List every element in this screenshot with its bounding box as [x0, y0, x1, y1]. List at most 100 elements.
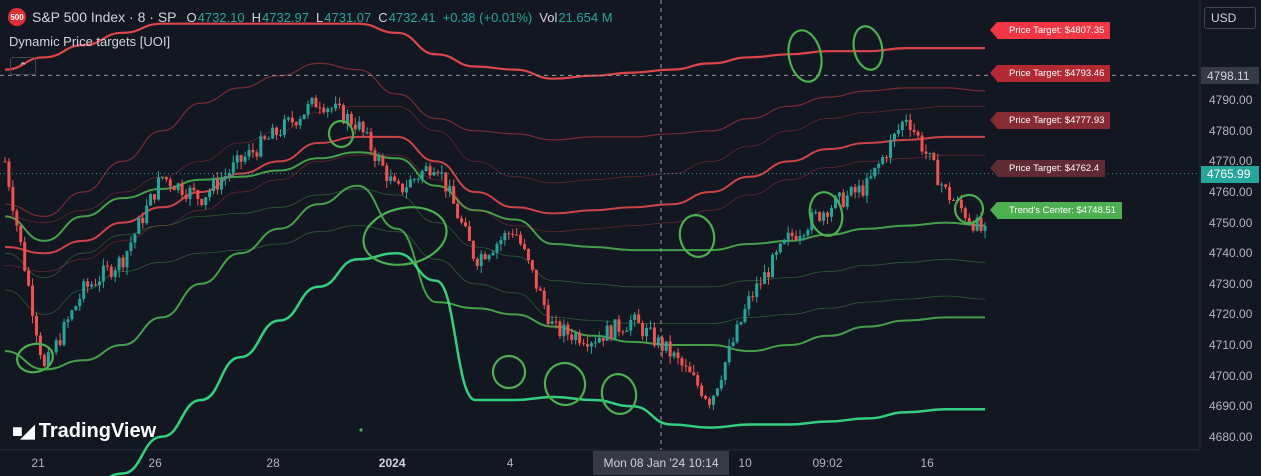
symbol-title[interactable]: S&P 500 Index · 8 · SP — [32, 9, 177, 25]
candle-body — [849, 186, 853, 196]
candle-body — [184, 194, 188, 199]
candle-body — [275, 127, 279, 136]
candle-body — [711, 395, 715, 405]
price-tick: 4720.00 — [1209, 307, 1253, 322]
candle-body — [377, 156, 381, 162]
trend-center-label: Trend's Center: $4748.51 — [989, 202, 1123, 219]
candle-body — [452, 186, 456, 204]
candle-body — [546, 304, 550, 324]
candle-body — [322, 107, 326, 113]
candle-body — [31, 285, 35, 316]
candle-body — [133, 233, 137, 243]
candle-body — [467, 226, 471, 242]
candle-body — [141, 217, 145, 224]
change-value: +0.38 (+0.01%) — [442, 9, 533, 25]
upper-band-3 — [4, 135, 985, 255]
candle-body — [263, 136, 267, 139]
candle-body — [601, 337, 605, 341]
candle-body — [763, 272, 767, 284]
candle-body — [707, 398, 711, 405]
candle-body — [566, 324, 570, 335]
faint-band-2 — [4, 225, 986, 324]
tradingview-logo[interactable]: ■◢ TradingView — [12, 420, 156, 443]
candle-body — [385, 165, 389, 181]
candle-body — [243, 156, 247, 162]
symbol-badge[interactable]: 500 — [8, 8, 26, 26]
candle-body — [723, 362, 727, 380]
candle-body — [491, 252, 495, 256]
candle-body — [794, 235, 798, 240]
candle-body — [664, 341, 668, 351]
candle-body — [282, 119, 286, 135]
candle-body — [145, 205, 149, 224]
faint-band-3 — [4, 105, 985, 224]
low-value: 4731.07 — [324, 9, 372, 25]
candle-body — [904, 119, 908, 122]
candle-body — [538, 288, 542, 291]
candle-body — [751, 296, 755, 298]
candle-body — [857, 185, 861, 193]
candle-body — [759, 283, 763, 285]
candle-body — [574, 333, 578, 340]
candle-body — [704, 395, 708, 399]
candle-body — [176, 183, 180, 191]
candle-body — [345, 114, 349, 124]
candle-body — [641, 322, 645, 337]
indicator-legend[interactable]: Dynamic Price targets [UOI] — [9, 34, 171, 49]
candle-body — [562, 324, 566, 337]
candle-body — [19, 225, 23, 243]
candle-body — [629, 319, 633, 331]
candle-body — [208, 191, 212, 198]
candle-body — [113, 270, 117, 277]
candle-body — [219, 178, 223, 190]
time-tick: 4 — [506, 456, 514, 470]
candle-body — [873, 167, 877, 177]
candle-body — [341, 105, 345, 124]
candle-body — [511, 233, 515, 235]
candle-body — [692, 372, 696, 376]
candle-body — [271, 127, 275, 139]
time-tick: 2024 — [378, 456, 406, 470]
time-tick: 16 — [920, 456, 934, 470]
close-value: 4732.41 — [388, 9, 436, 25]
candle-body — [456, 203, 460, 219]
open-label: O — [186, 9, 197, 25]
annotation-circle-7 — [600, 373, 638, 415]
candle-body — [235, 155, 239, 163]
time-tick: 21 — [31, 456, 45, 470]
candle-body — [672, 352, 676, 357]
candle-body — [117, 257, 121, 271]
price-tick: 4730.00 — [1209, 276, 1253, 291]
high-value: 4732.97 — [262, 9, 310, 25]
annotation-circle-5 — [491, 354, 527, 390]
candle-body — [971, 222, 975, 231]
annotation-circle-6 — [543, 361, 587, 407]
candle-body — [188, 187, 192, 199]
candle-body — [11, 186, 15, 211]
candle-body — [570, 334, 574, 340]
candle-body — [46, 352, 50, 366]
candle-body — [495, 244, 499, 253]
candle-body — [660, 337, 664, 351]
candle-body — [625, 330, 629, 332]
candle-body — [487, 255, 491, 260]
logo-text: TradingView — [38, 420, 157, 442]
candle-body — [389, 176, 393, 181]
chevron-up-icon[interactable]: ⌃ — [10, 57, 36, 75]
candle-body — [290, 117, 294, 123]
candle-body — [589, 343, 593, 347]
candle-body — [507, 233, 511, 235]
candle-body — [239, 155, 243, 162]
candle-body — [369, 132, 373, 151]
open-value: 4732.10 — [197, 9, 245, 25]
currency-selector[interactable]: USD — [1204, 7, 1256, 29]
candle-body — [633, 314, 637, 320]
candle-body — [357, 121, 361, 130]
candle-body — [101, 265, 105, 282]
tradingview-mark-icon: ■◢ — [12, 421, 35, 441]
candle-body — [597, 337, 601, 343]
candle-body — [160, 177, 164, 179]
price-tick: 4700.00 — [1209, 368, 1253, 383]
candle-body — [137, 217, 141, 234]
candle-body — [802, 235, 806, 237]
